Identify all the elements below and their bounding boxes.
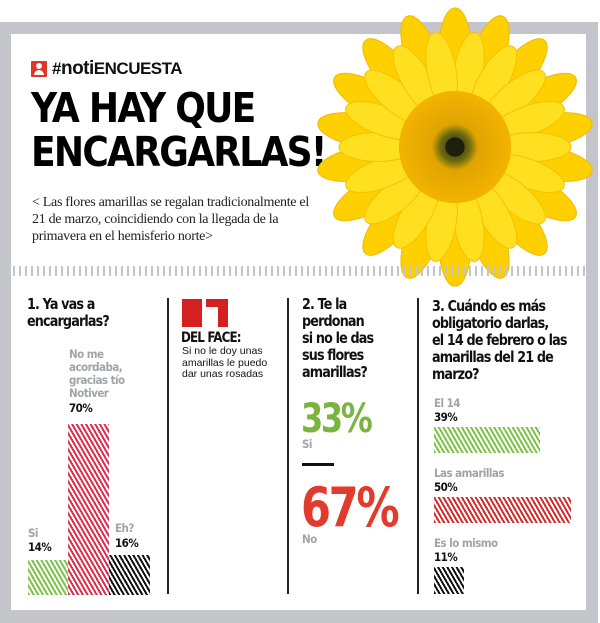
column-divider	[167, 298, 169, 594]
hashtag-label: #notiENCUESTA	[52, 58, 183, 79]
column-divider	[417, 298, 419, 594]
hashtag-header: #notiENCUESTA	[31, 58, 183, 80]
dashed-separator	[13, 266, 585, 276]
q2-yes-value: 33%	[301, 396, 373, 442]
q3-option-1-value: 39%	[434, 410, 458, 424]
q3-option-3-label: Es lo mismo	[434, 536, 498, 550]
q3-option-2-value: 50%	[434, 480, 458, 494]
user-icon	[31, 61, 47, 77]
page-title: YA HAY QUE ENCARGARLAS!	[31, 84, 327, 176]
q1-option-2-label: No me acordaba, gracias tío Notiver	[69, 347, 125, 400]
q3-bar-las-amarillas	[434, 497, 571, 523]
q2-no-value: 67%	[301, 476, 400, 539]
flower-icon	[317, 7, 593, 287]
q1-option-2-value: 70%	[69, 401, 93, 415]
subtitle: < Las flores amarillas se regalan tradic…	[32, 195, 309, 244]
face-title: DEL FACE:	[181, 330, 242, 346]
q1-bar-no-me-acordaba	[68, 424, 109, 595]
q3-option-1-label: El 14	[434, 396, 460, 410]
q1-bar-si	[28, 560, 68, 595]
q1-option-1-value: 14%	[28, 540, 52, 554]
q1-option-1-label: Si	[28, 526, 38, 540]
q3-bar-es-lo-mismo	[434, 567, 464, 594]
q1-bar-eh	[109, 555, 150, 595]
q2-separator	[302, 463, 334, 466]
face-text: Si no le doy unas amarillas le puedo dar…	[182, 345, 268, 380]
q3-title: 3. Cuándo es más obligatorio darlas, el …	[432, 297, 568, 383]
column-divider	[287, 298, 289, 594]
q2-title: 2. Te la perdonan si no le das sus flore…	[302, 295, 374, 381]
q1-option-3-label: Eh?	[115, 521, 134, 535]
q1-title: 1. Ya vas a encargarlas?	[27, 295, 110, 330]
q2-yes-label: Si	[302, 437, 312, 451]
q3-option-3-value: 11%	[434, 550, 458, 564]
q3-option-2-label: Las amarillas	[434, 466, 505, 480]
q1-option-3-value: 16%	[115, 536, 139, 550]
q2-no-label: No	[302, 532, 317, 546]
quote-icon	[182, 299, 228, 327]
q3-bar-el-14	[434, 427, 540, 453]
